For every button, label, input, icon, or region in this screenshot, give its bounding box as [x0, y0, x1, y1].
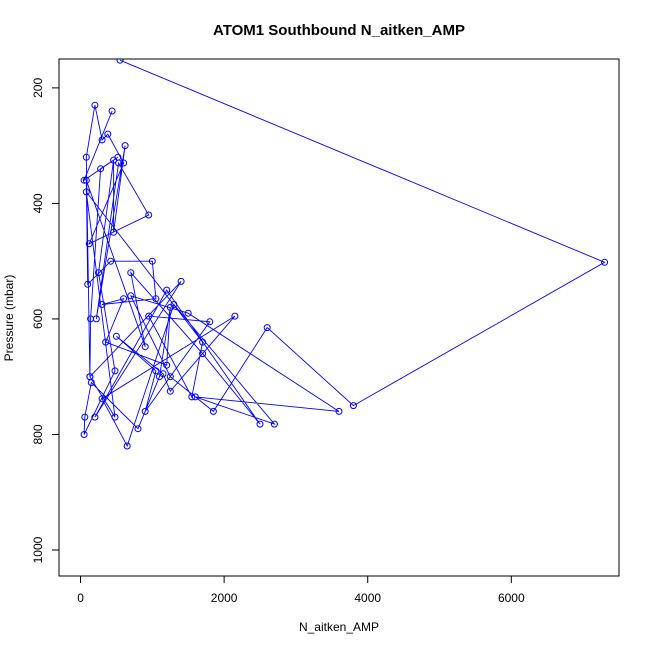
- data-point: [141, 343, 149, 351]
- data-point: [82, 188, 90, 196]
- data-point: [104, 130, 112, 138]
- x-tick-label: 2000: [211, 591, 238, 605]
- data-point: [141, 407, 149, 415]
- data-point: [85, 240, 93, 248]
- data-point: [191, 393, 199, 401]
- data-point: [127, 269, 135, 277]
- data-point: [152, 295, 160, 303]
- data-point: [148, 257, 156, 265]
- data-point: [263, 324, 271, 332]
- data-point: [156, 373, 163, 381]
- data-point: [111, 367, 119, 375]
- x-tick-label: 4000: [354, 591, 381, 605]
- data-point: [110, 228, 118, 236]
- data-point: [95, 269, 102, 277]
- y-tick-label: 800: [31, 424, 45, 444]
- data-point: [209, 407, 217, 415]
- data-point: [145, 211, 153, 219]
- data-point: [335, 407, 343, 415]
- data-point: [166, 373, 174, 381]
- chart-title: ATOM1 Southbound N_aitken_AMP: [213, 22, 465, 39]
- data-point: [80, 431, 88, 438]
- data-point: [82, 176, 90, 184]
- data-point: [152, 367, 160, 375]
- data-point: [177, 277, 185, 285]
- data-point: [111, 413, 119, 421]
- data-point: [81, 413, 89, 421]
- data-point: [86, 373, 94, 381]
- data-point: [188, 393, 196, 401]
- x-tick-label: 6000: [498, 591, 525, 605]
- series-line: [83, 59, 606, 448]
- data-point: [108, 107, 116, 115]
- data-point: [199, 350, 207, 358]
- data-point: [82, 153, 90, 161]
- data-point: [270, 420, 278, 428]
- data-point: [120, 159, 128, 167]
- y-axis-label: Pressure (mbar): [2, 275, 16, 362]
- y-tick-label: 600: [31, 309, 45, 329]
- data-point: [123, 442, 131, 450]
- data-point: [98, 136, 106, 144]
- y-tick-label: 400: [31, 193, 45, 213]
- data-point: [121, 142, 129, 150]
- data-point: [120, 295, 128, 303]
- data-point: [349, 402, 357, 410]
- data-point: [98, 301, 106, 308]
- data-point: [206, 318, 214, 326]
- y-tick-label: 200: [31, 78, 45, 98]
- data-point: [145, 312, 153, 320]
- data-point: [127, 292, 135, 300]
- data-point: [166, 303, 174, 311]
- data-point: [91, 101, 99, 109]
- data-point: [163, 286, 171, 294]
- data-point: [112, 332, 120, 340]
- data-point: [84, 280, 92, 288]
- data-point: [97, 165, 105, 173]
- y-axis: 200 400 600 800 1000: [31, 78, 60, 563]
- plot-frame: [58, 58, 620, 577]
- data-point: [102, 338, 110, 346]
- data-point: [116, 59, 124, 64]
- data-point: [184, 309, 192, 317]
- y-tick-label: 1000: [31, 536, 45, 563]
- data-point: [163, 361, 171, 369]
- data-point: [199, 338, 207, 346]
- data-point: [231, 312, 239, 320]
- data-point: [256, 420, 264, 428]
- data-point: [91, 413, 99, 421]
- data-point: [87, 315, 95, 323]
- data-point: [601, 258, 609, 266]
- data-point: [80, 176, 88, 184]
- x-axis: 0 2000 4000 6000: [77, 575, 525, 605]
- data-point: [166, 387, 174, 395]
- data-point: [134, 425, 142, 433]
- x-tick-label: 0: [77, 591, 84, 605]
- x-axis-label: N_aitken_AMP: [299, 620, 379, 634]
- data-point: [107, 257, 115, 265]
- data-point: [98, 395, 106, 403]
- data-point: [114, 153, 122, 161]
